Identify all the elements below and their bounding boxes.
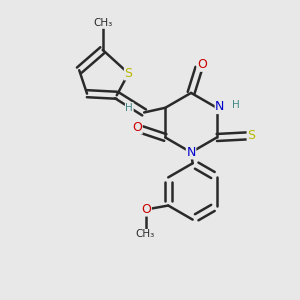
Text: S: S xyxy=(124,67,133,80)
Text: H: H xyxy=(232,100,239,110)
Text: H: H xyxy=(125,103,133,113)
Text: O: O xyxy=(197,58,207,71)
Text: O: O xyxy=(141,203,151,216)
Text: O: O xyxy=(132,121,142,134)
Text: N: N xyxy=(215,100,225,113)
Text: CH₃: CH₃ xyxy=(135,230,154,239)
Text: CH₃: CH₃ xyxy=(93,18,112,28)
Text: N: N xyxy=(186,146,196,159)
Text: S: S xyxy=(247,129,255,142)
